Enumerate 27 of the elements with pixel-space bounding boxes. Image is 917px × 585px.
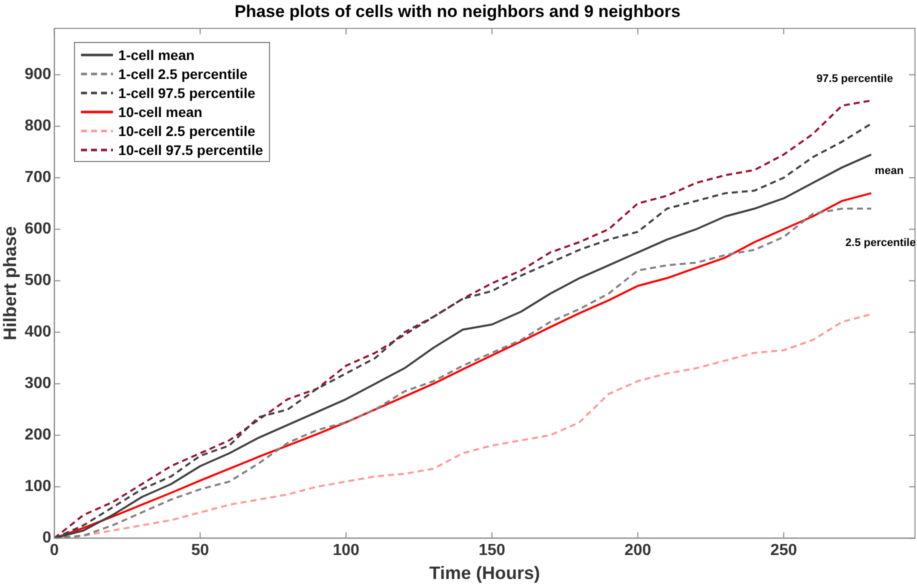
x-tick-label: 250 [770, 542, 798, 560]
chart-title: Phase plots of cells with no neighbors and 9 neighbors [234, 2, 680, 21]
legend-label: 1-cell mean [118, 46, 195, 63]
legend-label: 10-cell mean [118, 104, 202, 120]
x-axis-title: Time (Hours) [429, 563, 540, 584]
y-tick-label: 200 [24, 426, 52, 444]
x-tick-label: 50 [191, 542, 210, 560]
legend-label: 1-cell 2.5 percentile [118, 66, 248, 82]
y-tick-label: 0 [42, 530, 52, 547]
legend-label: 10-cell 97.5 percentile [118, 142, 264, 158]
y-axis-title: Hilbert phase [0, 226, 20, 340]
y-tick-label: 400 [24, 324, 52, 341]
annotation: 97.5 percentile [816, 73, 893, 86]
x-tick-label: 100 [332, 542, 360, 560]
x-tick-label: 150 [478, 542, 506, 560]
legend-label: 1-cell 97.5 percentile [118, 84, 256, 101]
y-tick-label: 100 [24, 478, 52, 496]
y-tick-label: 900 [24, 66, 52, 84]
y-tick-label: 600 [24, 220, 52, 238]
y-tick-label: 700 [24, 169, 52, 186]
x-tick-label: 200 [624, 542, 652, 560]
y-tick-label: 500 [24, 272, 52, 290]
annotation: mean [874, 165, 904, 178]
legend-label: 10-cell 2.5 percentile [118, 122, 256, 139]
y-tick-label: 800 [24, 118, 52, 135]
annotation: 2.5 percentile [845, 236, 916, 249]
y-tick-label: 300 [24, 375, 52, 392]
